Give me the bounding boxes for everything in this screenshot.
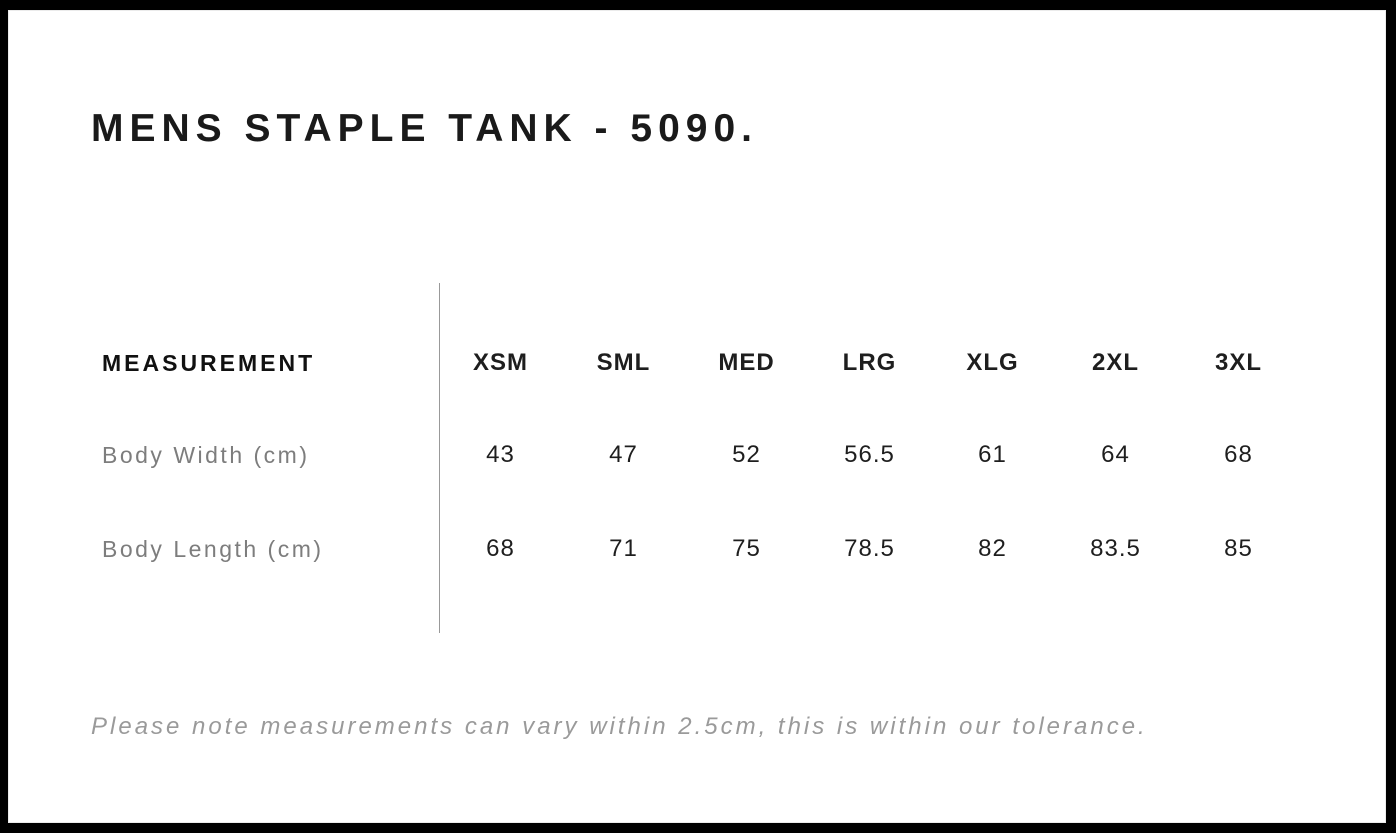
table-row-body-length: Body Length (cm) 68 71 75 78.5 82 83.5 8… <box>91 535 1300 563</box>
body-length-med: 75 <box>732 535 761 562</box>
body-length-xsm: 68 <box>486 535 515 562</box>
table-row-body-width: Body Width (cm) 43 47 52 56.5 61 64 68 <box>91 441 1300 469</box>
body-length-3xl: 85 <box>1224 535 1253 562</box>
size-table: MEASUREMENT XSM SML MED LRG XLG 2XL 3XL … <box>91 283 1331 633</box>
body-length-xlg: 82 <box>978 535 1007 562</box>
table-divider <box>439 283 440 633</box>
page-title: MENS STAPLE TANK - 5090. <box>91 107 758 150</box>
size-header-2xl: 2XL <box>1091 349 1139 376</box>
body-length-sml: 71 <box>609 535 638 562</box>
body-length-2xl: 83.5 <box>1090 535 1141 562</box>
body-width-3xl: 68 <box>1224 441 1253 468</box>
size-table-header-row: MEASUREMENT XSM SML MED LRG XLG 2XL 3XL <box>91 349 1300 377</box>
tolerance-note: Please note measurements can vary within… <box>91 713 1148 740</box>
size-header-xsm: XSM <box>472 349 528 376</box>
row-label: Body Width (cm) <box>102 441 310 468</box>
row-label: Body Length (cm) <box>102 535 324 562</box>
body-width-xlg: 61 <box>978 441 1007 468</box>
measurement-column-header: MEASUREMENT <box>102 349 316 376</box>
body-width-lrg: 56.5 <box>844 441 895 468</box>
body-length-lrg: 78.5 <box>844 535 895 562</box>
body-width-2xl: 64 <box>1101 441 1130 468</box>
body-width-xsm: 43 <box>486 441 515 468</box>
body-width-sml: 47 <box>609 441 638 468</box>
size-header-xlg: XLG <box>966 349 1019 376</box>
size-header-sml: SML <box>596 349 651 376</box>
size-guide-card: MENS STAPLE TANK - 5090. MEASUREMENT XSM… <box>8 10 1386 823</box>
body-width-med: 52 <box>732 441 761 468</box>
size-header-3xl: 3XL <box>1214 349 1262 376</box>
size-header-lrg: LRG <box>842 349 897 376</box>
size-header-med: MED <box>718 349 775 376</box>
